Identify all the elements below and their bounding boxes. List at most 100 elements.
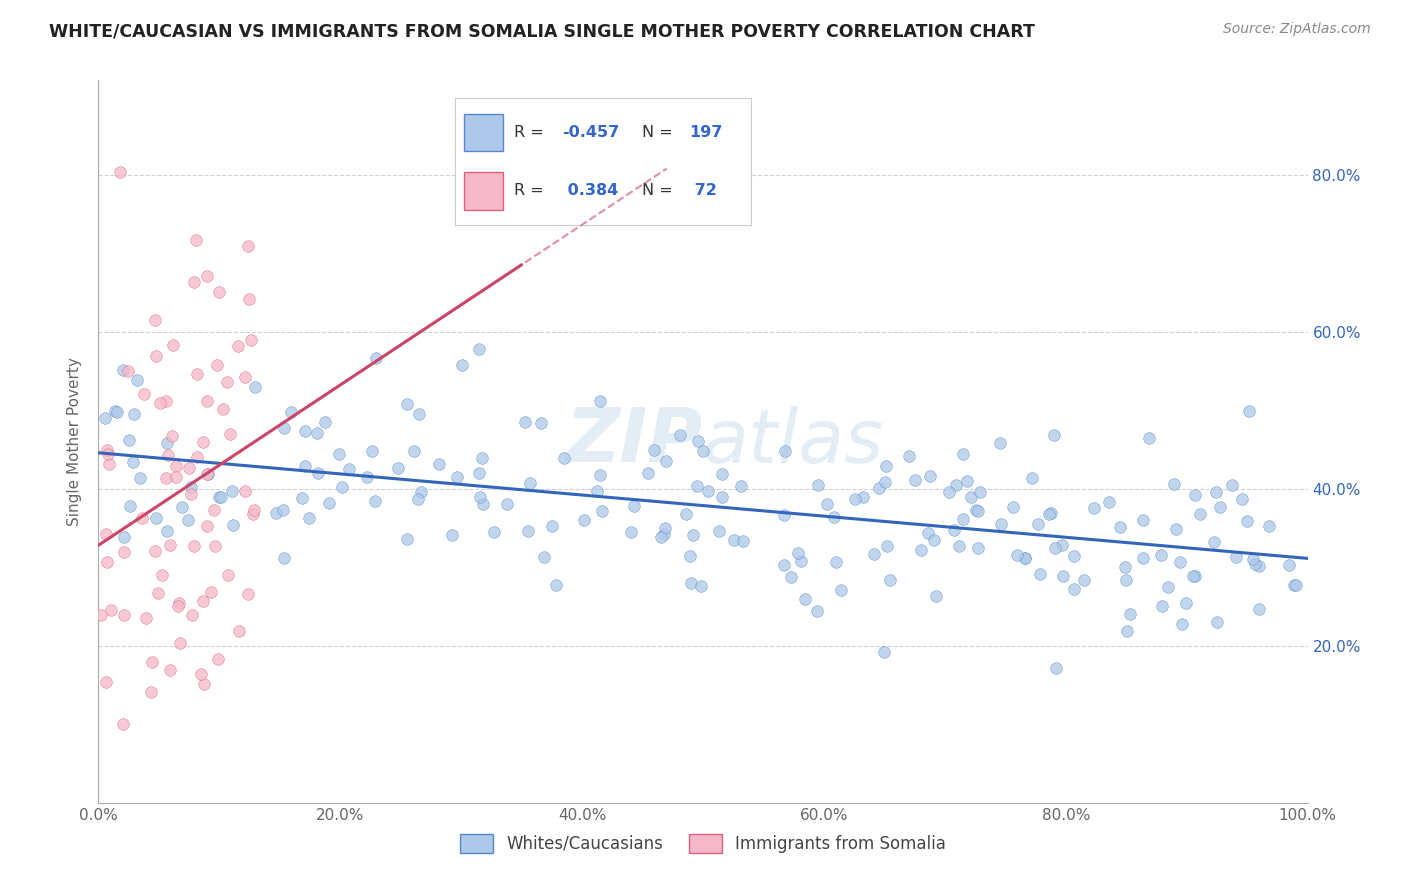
Point	[207, 651, 229, 665]
Point	[193, 594, 215, 608]
Point	[1116, 624, 1139, 639]
Point	[233, 483, 256, 498]
Point	[155, 470, 177, 484]
Y-axis label: Single Mother Poverty: Single Mother Poverty	[67, 357, 83, 526]
Point	[96, 555, 118, 569]
Point	[1241, 551, 1264, 566]
Point	[197, 467, 219, 481]
Point	[236, 586, 259, 600]
Point	[1001, 500, 1024, 514]
Point	[876, 539, 898, 553]
Point	[773, 444, 796, 458]
Point	[924, 589, 946, 603]
Point	[1063, 549, 1085, 563]
Point	[193, 677, 215, 691]
Point	[176, 513, 198, 527]
Point	[146, 586, 169, 600]
Point	[1114, 560, 1136, 574]
Text: atlas: atlas	[703, 406, 884, 477]
Point	[162, 338, 184, 352]
Point	[875, 475, 897, 489]
Point	[967, 504, 990, 518]
Point	[553, 450, 575, 465]
Point	[723, 533, 745, 548]
Point	[179, 461, 201, 475]
Point	[495, 497, 517, 511]
Point	[967, 541, 990, 555]
Point	[620, 524, 643, 539]
Point	[195, 268, 218, 283]
Point	[169, 635, 191, 649]
Point	[910, 543, 932, 558]
Point	[226, 339, 249, 353]
Point	[879, 573, 901, 587]
Point	[1284, 578, 1306, 592]
Point	[652, 526, 675, 541]
Point	[686, 434, 709, 449]
Point	[145, 349, 167, 363]
Point	[533, 549, 555, 564]
Point	[1073, 573, 1095, 587]
Point	[484, 524, 506, 539]
Point	[468, 466, 491, 480]
Point	[1029, 567, 1052, 582]
Point	[773, 558, 796, 573]
Point	[215, 375, 238, 389]
Point	[395, 397, 418, 411]
Point	[408, 491, 430, 506]
Text: Source: ZipAtlas.com: Source: ZipAtlas.com	[1223, 22, 1371, 37]
Point	[789, 554, 811, 568]
Point	[1188, 507, 1211, 521]
Point	[655, 454, 678, 468]
Point	[1184, 568, 1206, 582]
Point	[186, 450, 208, 465]
Point	[280, 405, 302, 419]
Point	[589, 394, 612, 409]
Point	[807, 478, 830, 492]
Point	[1083, 501, 1105, 516]
Point	[159, 664, 181, 678]
Point	[1109, 520, 1132, 534]
Point	[157, 448, 180, 462]
Point	[219, 427, 242, 442]
Point	[1184, 488, 1206, 502]
Point	[1157, 580, 1180, 594]
Point	[872, 644, 894, 658]
Point	[965, 503, 987, 517]
Point	[212, 402, 235, 417]
Point	[794, 591, 817, 606]
Point	[318, 496, 340, 510]
Point	[180, 487, 202, 501]
Point	[918, 468, 941, 483]
Point	[183, 540, 205, 554]
Point	[682, 528, 704, 542]
Point	[94, 675, 117, 690]
Point	[990, 516, 1012, 531]
Point	[112, 545, 135, 559]
Point	[111, 362, 134, 376]
Point	[145, 511, 167, 525]
Point	[679, 549, 702, 564]
Point	[623, 499, 645, 513]
Point	[897, 450, 920, 464]
Point	[160, 428, 183, 442]
Point	[1202, 535, 1225, 549]
Text: ZIP: ZIP	[565, 405, 703, 478]
Point	[328, 446, 350, 460]
Point	[956, 475, 979, 489]
Point	[337, 462, 360, 476]
Point	[1038, 508, 1060, 522]
Point	[314, 415, 336, 429]
Text: WHITE/CAUCASIAN VS IMMIGRANTS FROM SOMALIA SINGLE MOTHER POVERTY CORRELATION CHA: WHITE/CAUCASIAN VS IMMIGRANTS FROM SOMAL…	[49, 22, 1035, 40]
Point	[264, 506, 287, 520]
Point	[165, 469, 187, 483]
Point	[134, 387, 156, 401]
Point	[204, 540, 226, 554]
Point	[1014, 550, 1036, 565]
Point	[195, 519, 218, 533]
Point	[121, 455, 143, 469]
Point	[165, 458, 187, 473]
Point	[815, 497, 838, 511]
Point	[240, 333, 263, 347]
Point	[243, 380, 266, 394]
